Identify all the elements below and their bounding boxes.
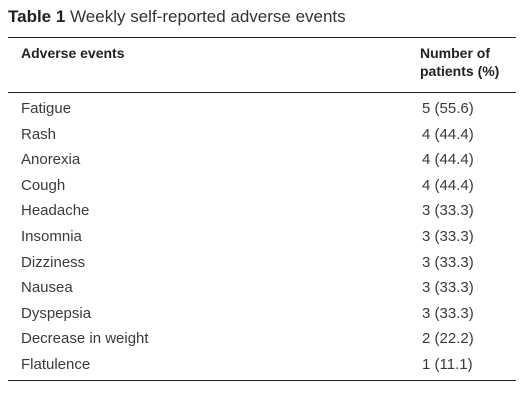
table-row: Anorexia 4 (44.4) bbox=[0, 148, 531, 174]
table-caption-text: Weekly self-reported adverse events bbox=[70, 7, 346, 26]
header-number-line-1: Number of bbox=[420, 45, 490, 61]
table-row: Insomnia 3 (33.3) bbox=[0, 225, 531, 251]
table-row: Decrease in weight 2 (22.2) bbox=[0, 327, 531, 353]
cell-number-of-patients: 3 (33.3) bbox=[422, 304, 474, 322]
cell-adverse-event: Decrease in weight bbox=[21, 330, 149, 348]
cell-adverse-event: Dizziness bbox=[21, 253, 86, 271]
table-row: Headache 3 (33.3) bbox=[0, 199, 531, 225]
table-row: Rash 4 (44.4) bbox=[0, 123, 531, 149]
table-row: Dizziness 3 (33.3) bbox=[0, 251, 531, 277]
table-row: Flatulence 1 (11.1) bbox=[0, 353, 531, 379]
table-caption-label: Table 1 bbox=[8, 7, 66, 26]
cell-number-of-patients: 4 (44.4) bbox=[422, 125, 474, 143]
table-row: Dyspepsia 3 (33.3) bbox=[0, 302, 531, 328]
table-bottom-rule bbox=[8, 380, 516, 381]
table-row: Cough 4 (44.4) bbox=[0, 174, 531, 200]
table-caption: Table 1 Weekly self-reported adverse eve… bbox=[8, 6, 346, 28]
cell-adverse-event: Headache bbox=[21, 202, 90, 220]
header-number-line-2: patients (%) bbox=[420, 63, 500, 79]
cell-number-of-patients: 3 (33.3) bbox=[422, 279, 474, 297]
cell-number-of-patients: 1 (11.1) bbox=[422, 355, 473, 373]
table-body: Fatigue 5 (55.6) Rash 4 (44.4) Anorexia … bbox=[0, 97, 531, 379]
header-adverse-events: Adverse events bbox=[21, 45, 125, 61]
cell-adverse-event: Insomnia bbox=[21, 227, 82, 245]
cell-adverse-event: Flatulence bbox=[21, 355, 91, 373]
cell-number-of-patients: 3 (33.3) bbox=[422, 227, 474, 245]
cell-number-of-patients: 3 (33.3) bbox=[422, 253, 474, 271]
cell-number-of-patients: 4 (44.4) bbox=[422, 176, 474, 194]
header-number-of-patients: Number of patients (%) bbox=[420, 44, 516, 80]
cell-adverse-event: Rash bbox=[21, 125, 57, 143]
table-top-rule bbox=[8, 37, 516, 38]
cell-number-of-patients: 3 (33.3) bbox=[422, 202, 474, 220]
cell-adverse-event: Dyspepsia bbox=[21, 304, 92, 322]
cell-adverse-event: Anorexia bbox=[21, 151, 81, 169]
table-header-rule bbox=[8, 92, 516, 93]
table-row: Nausea 3 (33.3) bbox=[0, 276, 531, 302]
table-row: Fatigue 5 (55.6) bbox=[0, 97, 531, 123]
cell-number-of-patients: 5 (55.6) bbox=[422, 100, 474, 117]
cell-number-of-patients: 2 (22.2) bbox=[422, 330, 474, 348]
cell-number-of-patients: 4 (44.4) bbox=[422, 151, 474, 169]
cell-adverse-event: Cough bbox=[21, 176, 66, 194]
cell-adverse-event: Nausea bbox=[21, 279, 73, 297]
cell-adverse-event: Fatigue bbox=[21, 100, 72, 117]
